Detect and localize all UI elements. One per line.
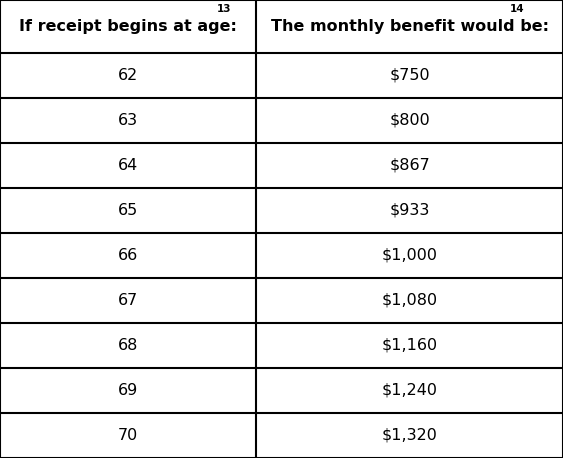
- Text: $1,000: $1,000: [382, 248, 437, 263]
- Text: 67: 67: [118, 293, 138, 308]
- Text: The monthly benefit would be:: The monthly benefit would be:: [271, 19, 548, 34]
- Text: 62: 62: [118, 68, 138, 83]
- Text: $933: $933: [390, 203, 430, 218]
- Text: 66: 66: [118, 248, 138, 263]
- Text: $1,080: $1,080: [382, 293, 437, 308]
- Text: 64: 64: [118, 158, 138, 173]
- Text: $750: $750: [389, 68, 430, 83]
- Text: 70: 70: [118, 428, 138, 443]
- Text: 63: 63: [118, 113, 138, 128]
- Text: $800: $800: [389, 113, 430, 128]
- Text: 69: 69: [118, 383, 138, 398]
- Text: $1,160: $1,160: [382, 338, 437, 353]
- Text: 14: 14: [510, 4, 524, 13]
- Text: 68: 68: [118, 338, 138, 353]
- Text: $1,320: $1,320: [382, 428, 437, 443]
- Text: $1,240: $1,240: [382, 383, 437, 398]
- Text: 13: 13: [217, 4, 231, 13]
- Text: If receipt begins at age:: If receipt begins at age:: [19, 19, 237, 34]
- Text: $867: $867: [389, 158, 430, 173]
- Text: 65: 65: [118, 203, 138, 218]
